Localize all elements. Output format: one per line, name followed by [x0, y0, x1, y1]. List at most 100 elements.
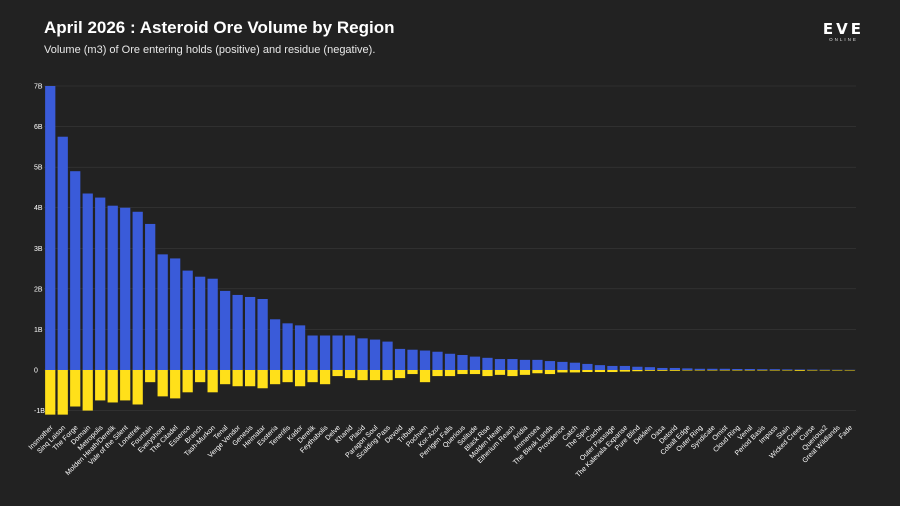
bar-positive — [157, 254, 168, 370]
bar-positive — [307, 335, 318, 370]
bar-positive — [544, 361, 556, 370]
bar-negative — [307, 370, 318, 383]
bar-positive — [182, 270, 193, 370]
bar-negative — [632, 370, 643, 372]
bar-positive — [394, 348, 406, 370]
y-tick-label: 6B — [34, 124, 43, 131]
bar-negative — [619, 370, 631, 372]
bar-negative — [332, 370, 343, 377]
bar-negative — [95, 370, 106, 401]
bar-positive — [369, 339, 381, 370]
bar-negative — [382, 370, 393, 381]
logo-sub-text: ONLINE — [829, 37, 858, 42]
bar-negative — [732, 370, 743, 371]
bar-positive — [694, 368, 705, 370]
bar-negative — [744, 370, 755, 371]
bar-negative — [794, 370, 805, 371]
bar-negative — [357, 370, 368, 381]
bar-positive — [207, 278, 218, 370]
bar-negative — [594, 370, 606, 373]
bar-negative — [694, 370, 705, 371]
y-tick-label: 2B — [34, 286, 43, 293]
y-tick-label: 3B — [34, 246, 43, 253]
eve-online-logo: EVE ONLINE — [823, 22, 864, 43]
bar-positive — [407, 349, 418, 370]
bar-negative — [195, 370, 206, 383]
bar-positive — [145, 223, 156, 370]
bar-negative — [444, 370, 456, 377]
bar-negative — [394, 370, 406, 379]
bar-positive — [644, 367, 655, 370]
bar-negative — [294, 370, 306, 387]
bar-negative — [182, 370, 193, 393]
bar-negative — [57, 370, 68, 415]
bar-positive — [582, 363, 593, 370]
bar-positive — [70, 171, 81, 370]
chart-subtitle: Volume (m3) of Ore entering holds (posit… — [44, 44, 376, 56]
bar-positive — [569, 362, 581, 370]
bar-positive — [744, 368, 755, 370]
bar-negative — [707, 370, 718, 371]
bar-negative — [369, 370, 381, 381]
bar-negative — [819, 370, 830, 371]
bar-negative — [669, 370, 680, 371]
bar-positive — [657, 367, 668, 370]
bar-negative — [145, 370, 156, 383]
bar-positive — [269, 319, 281, 370]
bar-positive — [419, 350, 431, 370]
bar-negative — [782, 370, 793, 371]
bar-positive — [195, 276, 206, 370]
bar-positive — [769, 369, 780, 370]
bar-positive — [357, 338, 368, 370]
x-tick-label: Fade — [838, 424, 854, 440]
grid-lines — [44, 85, 856, 411]
bar-positive — [95, 197, 106, 370]
y-tick-label: -1B — [34, 408, 45, 415]
bar-positive — [382, 341, 393, 370]
bar-negative — [120, 370, 131, 401]
bar-positive — [732, 368, 743, 370]
bar-negative — [245, 370, 256, 387]
y-tick-label: 0 — [34, 368, 38, 375]
bar-positive — [482, 357, 493, 370]
bar-positive — [457, 354, 468, 370]
bar-positive — [632, 366, 643, 370]
bar-negative — [832, 370, 843, 371]
bar-negative — [844, 370, 855, 371]
bar-positive — [45, 86, 56, 370]
bar-positive — [82, 193, 93, 370]
bar-negative — [494, 370, 506, 375]
bar-negative — [557, 370, 568, 373]
bar-negative — [607, 370, 618, 373]
bar-positive — [594, 365, 606, 370]
bar-positive — [245, 296, 256, 370]
bar-negative — [544, 370, 556, 375]
bar-negative — [519, 370, 531, 375]
bar-positive — [344, 335, 356, 370]
bar-positive — [557, 361, 568, 370]
bar-positive — [107, 205, 118, 370]
bar-negative — [257, 370, 268, 389]
bar-negative — [719, 370, 730, 371]
bar-positive — [120, 207, 131, 370]
bar-negative — [657, 370, 668, 371]
bar-positive — [282, 323, 293, 370]
bar-negative — [569, 370, 581, 373]
bar-negative — [220, 370, 231, 385]
bar-positive — [57, 136, 68, 370]
bar-positive — [519, 359, 531, 370]
bar-negative — [70, 370, 81, 407]
bar-positive — [794, 369, 805, 371]
y-tick-label: 5B — [34, 165, 43, 172]
bar-negative — [644, 370, 655, 371]
bar-negative — [407, 370, 418, 375]
bar-positive — [782, 369, 793, 370]
y-axis-ticks: -1B 0 1B 2B 3B 4B 5B 6B 7B — [34, 84, 45, 416]
bar-negative — [269, 370, 281, 385]
bar-negative — [682, 370, 693, 371]
bar-positive — [669, 367, 680, 370]
bar-positive — [682, 368, 693, 370]
bar-negative — [469, 370, 481, 375]
